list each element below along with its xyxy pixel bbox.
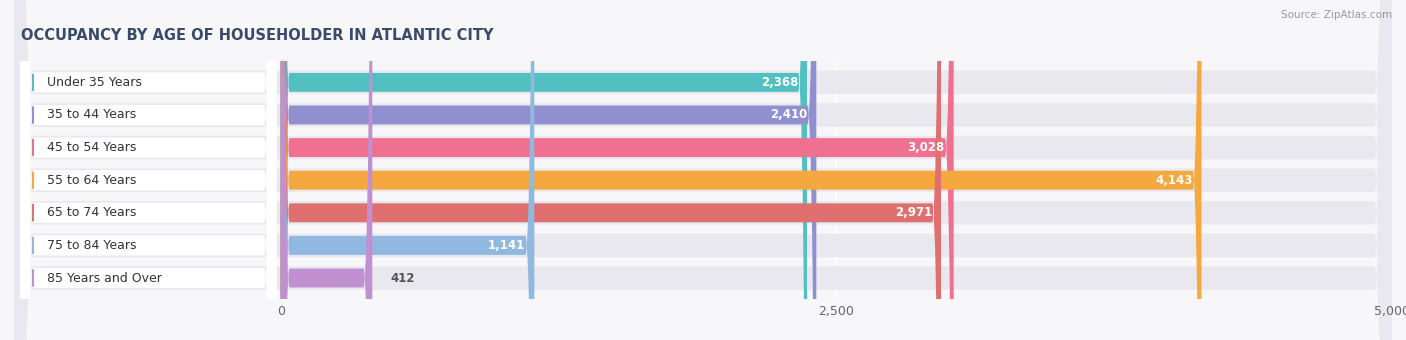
FancyBboxPatch shape xyxy=(14,0,1392,340)
Text: 85 Years and Over: 85 Years and Over xyxy=(48,272,162,285)
FancyBboxPatch shape xyxy=(21,0,277,340)
Text: OCCUPANCY BY AGE OF HOUSEHOLDER IN ATLANTIC CITY: OCCUPANCY BY AGE OF HOUSEHOLDER IN ATLAN… xyxy=(21,28,494,43)
FancyBboxPatch shape xyxy=(21,0,277,340)
FancyBboxPatch shape xyxy=(21,0,277,340)
FancyBboxPatch shape xyxy=(14,0,1392,340)
Text: 35 to 44 Years: 35 to 44 Years xyxy=(48,108,136,121)
Text: 2,410: 2,410 xyxy=(770,108,807,121)
Text: 412: 412 xyxy=(389,272,415,285)
FancyBboxPatch shape xyxy=(21,0,277,340)
Text: 45 to 54 Years: 45 to 54 Years xyxy=(48,141,136,154)
Text: Source: ZipAtlas.com: Source: ZipAtlas.com xyxy=(1281,10,1392,20)
FancyBboxPatch shape xyxy=(14,0,1392,340)
FancyBboxPatch shape xyxy=(14,0,1392,340)
FancyBboxPatch shape xyxy=(281,0,373,340)
FancyBboxPatch shape xyxy=(21,0,277,340)
Text: 3,028: 3,028 xyxy=(907,141,945,154)
FancyBboxPatch shape xyxy=(281,0,941,340)
FancyBboxPatch shape xyxy=(14,0,1392,340)
FancyBboxPatch shape xyxy=(281,0,1202,340)
Text: 75 to 84 Years: 75 to 84 Years xyxy=(48,239,136,252)
FancyBboxPatch shape xyxy=(21,0,277,340)
Text: 2,971: 2,971 xyxy=(894,206,932,219)
FancyBboxPatch shape xyxy=(281,0,953,340)
Text: 1,141: 1,141 xyxy=(488,239,526,252)
Text: Under 35 Years: Under 35 Years xyxy=(48,76,142,89)
FancyBboxPatch shape xyxy=(281,0,534,340)
Text: 2,368: 2,368 xyxy=(761,76,799,89)
FancyBboxPatch shape xyxy=(14,0,1392,340)
Text: 55 to 64 Years: 55 to 64 Years xyxy=(48,174,136,187)
FancyBboxPatch shape xyxy=(281,0,807,340)
Text: 65 to 74 Years: 65 to 74 Years xyxy=(48,206,136,219)
FancyBboxPatch shape xyxy=(14,0,1392,340)
FancyBboxPatch shape xyxy=(281,0,817,340)
FancyBboxPatch shape xyxy=(21,0,277,340)
Text: 4,143: 4,143 xyxy=(1156,174,1192,187)
